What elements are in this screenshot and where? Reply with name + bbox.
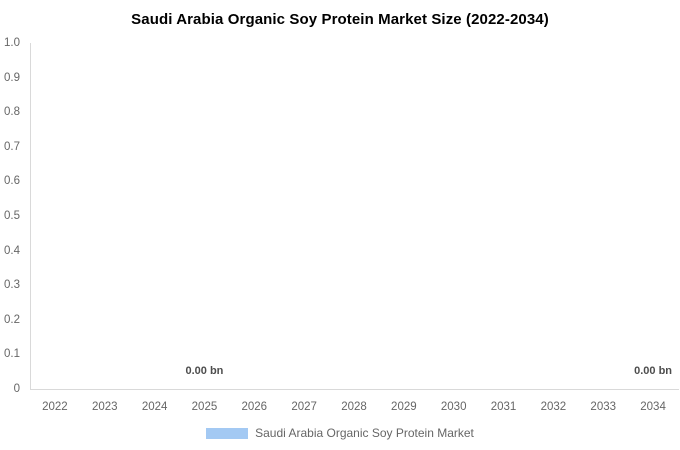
chart-title: Saudi Arabia Organic Soy Protein Market … — [131, 11, 549, 28]
x-tick-label: 2025 — [191, 401, 218, 413]
x-tick-label: 2027 — [291, 401, 317, 413]
y-tick-label: 0 — [13, 383, 20, 395]
y-tick-label: 0.3 — [4, 279, 20, 292]
x-tick-label: 2028 — [341, 401, 367, 413]
value-label: 0.00 bn — [634, 365, 673, 377]
y-tick-label: 0.1 — [4, 348, 20, 361]
x-tick-label: 2032 — [540, 401, 567, 413]
x-tick-label: 2022 — [42, 401, 68, 413]
legend-label: Saudi Arabia Organic Soy Protein Market — [255, 426, 474, 440]
plot-area — [30, 43, 679, 390]
x-tick-label: 2023 — [91, 401, 118, 413]
x-tick-label: 2031 — [490, 401, 517, 413]
y-tick-label: 1.0 — [4, 37, 20, 49]
y-tick-label: 0.9 — [4, 71, 20, 84]
legend-item[interactable]: Saudi Arabia Organic Soy Protein Market — [206, 426, 474, 440]
legend: Saudi Arabia Organic Soy Protein Market — [0, 426, 680, 440]
y-tick-label: 0.5 — [4, 210, 20, 222]
y-tick-label: 0.8 — [4, 106, 20, 119]
x-tick-label: 2029 — [391, 401, 417, 413]
x-tick-label: 2034 — [640, 401, 666, 413]
value-label: 0.00 bn — [185, 365, 224, 377]
y-tick-label: 0.2 — [4, 313, 20, 326]
y-tick-label: 0.7 — [4, 140, 20, 153]
x-tick-label: 2026 — [241, 401, 268, 413]
y-tick-label: 0.4 — [4, 244, 20, 257]
x-tick-label: 2024 — [141, 401, 168, 413]
y-tick-label: 0.6 — [4, 175, 20, 188]
x-tick-label: 2033 — [590, 401, 617, 413]
legend-swatch-icon — [206, 427, 249, 439]
x-tick-label: 2030 — [440, 401, 467, 413]
